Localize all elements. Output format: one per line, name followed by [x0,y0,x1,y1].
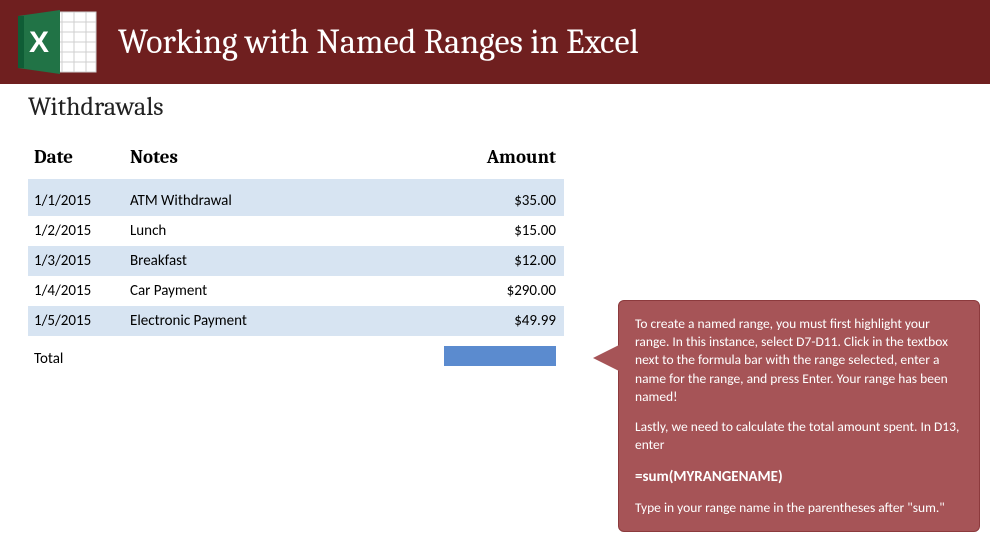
table-row: 1/2/2015Lunch$15.00 [28,216,564,246]
table-row: 1/1/2015ATM Withdrawal$35.00 [28,179,564,216]
col-notes: Notes [124,140,424,179]
cell-amount: $290.00 [424,276,564,306]
page-header: X Working with Named Ranges in Excel [0,0,990,84]
callout-arrow-icon [593,345,619,371]
callout-para-3: Type in your range name in the parenthes… [635,499,963,517]
cell-date: 1/3/2015 [28,246,124,276]
withdrawals-table: Date Notes Amount 1/1/2015ATM Withdrawal… [28,140,564,377]
cell-amount: $15.00 [424,216,564,246]
total-highlight [444,346,556,366]
cell-notes: Car Payment [124,276,424,306]
cell-date: 1/2/2015 [28,216,124,246]
cell-amount: $35.00 [424,179,564,216]
cell-notes: Electronic Payment [124,306,424,336]
table-row: 1/4/2015Car Payment$290.00 [28,276,564,306]
cell-date: 1/5/2015 [28,306,124,336]
col-date: Date [28,140,124,179]
cell-notes: Breakfast [124,246,424,276]
cell-notes: Lunch [124,216,424,246]
table-row: 1/3/2015Breakfast$12.00 [28,246,564,276]
callout-para-2: Lastly, we need to calculate the total a… [635,418,963,454]
callout-para-1: To create a named range, you must first … [635,315,963,406]
cell-amount: $49.99 [424,306,564,336]
col-amount: Amount [424,140,564,179]
total-amount-cell [424,336,564,377]
cell-date: 1/4/2015 [28,276,124,306]
excel-icon: X [12,8,100,76]
page-title: Working with Named Ranges in Excel [118,22,639,62]
cell-date: 1/1/2015 [28,179,124,216]
instruction-callout: To create a named range, you must first … [618,300,980,532]
section-title: Withdrawals [28,92,962,122]
cell-notes: ATM Withdrawal [124,179,424,216]
callout-formula: =sum(MYRANGENAME) [635,467,963,487]
total-row: Total [28,336,564,377]
svg-text:X: X [29,26,49,59]
table-header-row: Date Notes Amount [28,140,564,179]
table-row: 1/5/2015Electronic Payment$49.99 [28,306,564,336]
total-label: Total [28,336,124,377]
cell-amount: $12.00 [424,246,564,276]
